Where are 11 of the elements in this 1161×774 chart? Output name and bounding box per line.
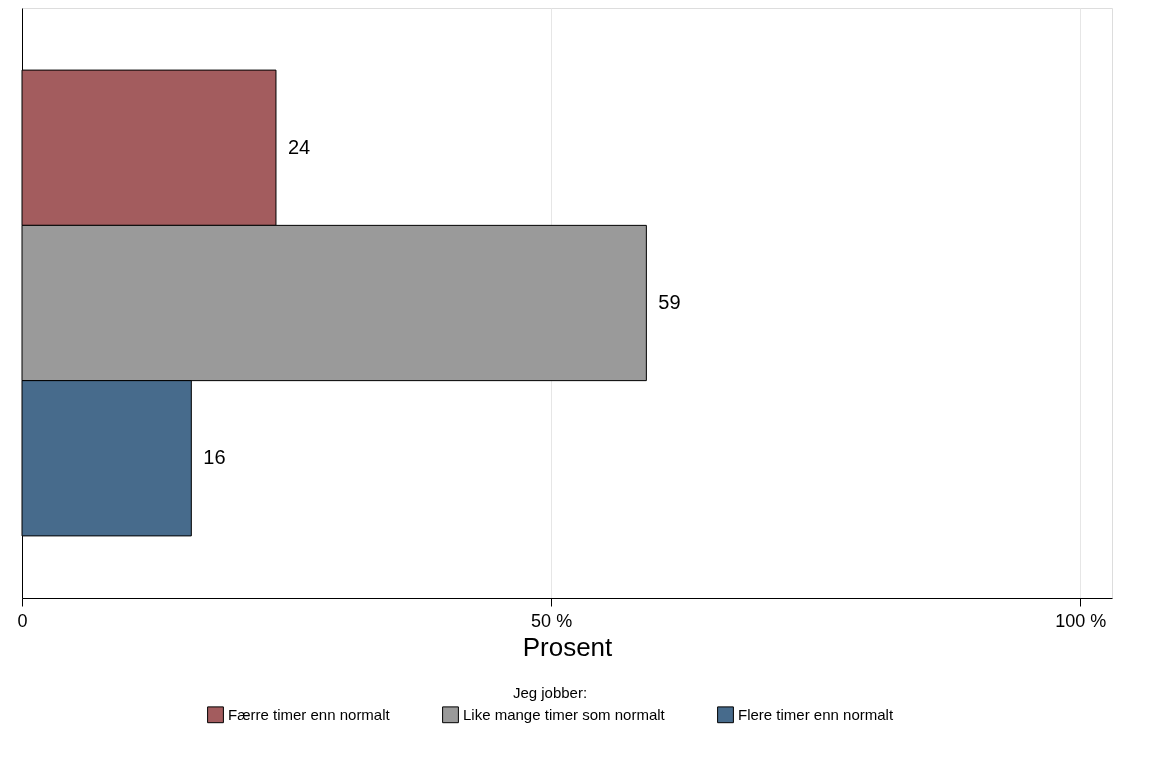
legend-title: Jeg jobber: <box>512 684 588 701</box>
x-axis-title: Prosent <box>522 631 614 662</box>
data-label: 16 <box>203 446 226 469</box>
data-label: 24 <box>287 135 311 158</box>
legend-label: Færre timer enn normalt <box>228 705 391 723</box>
x-tick-label: 0 <box>17 610 28 631</box>
x-tick-label: 50 % <box>531 610 573 631</box>
legend-label: Flere timer enn normalt <box>738 705 894 723</box>
data-label: 59 <box>658 291 681 313</box>
x-tick-label: 100 % <box>1055 610 1107 631</box>
legend-label: Like mange timer som normalt <box>463 705 666 723</box>
